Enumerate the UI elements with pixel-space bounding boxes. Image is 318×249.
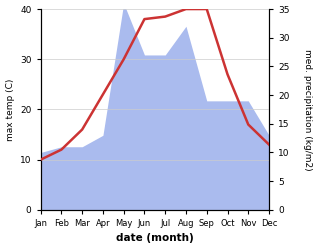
X-axis label: date (month): date (month)	[116, 234, 194, 244]
Y-axis label: max temp (C): max temp (C)	[5, 78, 15, 141]
Y-axis label: med. precipitation (kg/m2): med. precipitation (kg/m2)	[303, 49, 313, 170]
